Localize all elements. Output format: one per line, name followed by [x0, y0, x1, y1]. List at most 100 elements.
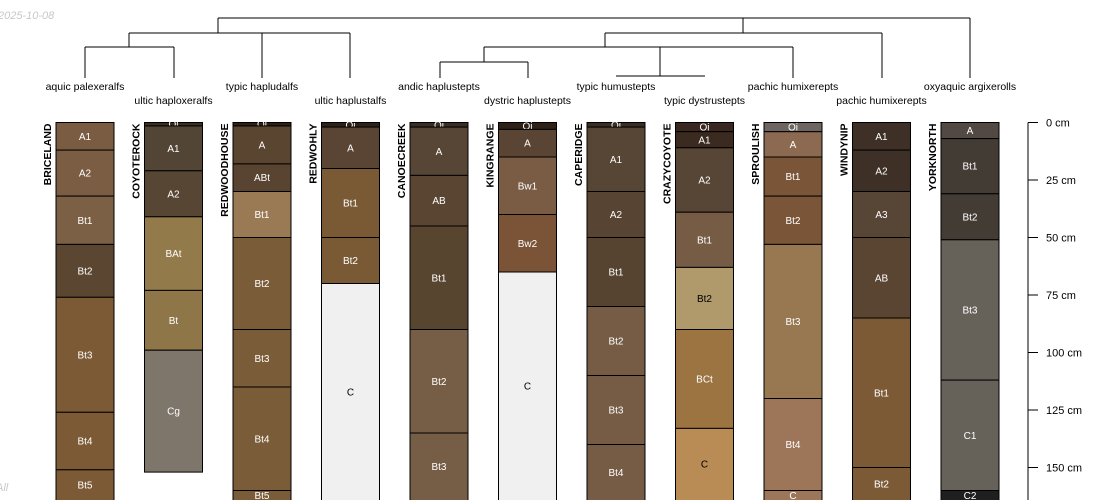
horizon-block [675, 329, 734, 429]
horizon-label: Bt1 [343, 199, 358, 210]
date-label: 2025-10-08 [0, 10, 55, 22]
horizon-block [232, 329, 292, 388]
horizon-label: Bt3 [77, 350, 92, 361]
horizon-label: Bt1 [608, 268, 623, 279]
horizon-label: Bt1 [77, 216, 92, 227]
horizon-block [763, 243, 823, 399]
profile-name: REDWOHLY [308, 124, 320, 184]
horizon-block [409, 174, 469, 227]
horizon-label: ABt [254, 173, 270, 184]
profile-column: dystric haplustepts Oi A Bw1 Bw2 C KINGRANGE [484, 95, 571, 500]
horizon-block [232, 191, 292, 238]
horizon-label: C [789, 491, 796, 500]
horizon-label: Bt2 [697, 294, 712, 305]
horizon-block [763, 490, 823, 500]
horizon-block [55, 122, 115, 151]
horizon-label: C [524, 382, 531, 393]
horizon-label: Bt4 [254, 434, 269, 445]
horizon-block [144, 170, 203, 218]
taxon-label: ultic haploxeralfs [134, 95, 212, 107]
horizon-label: Bt3 [431, 462, 446, 473]
horizon-block [409, 225, 469, 330]
horizon-label: BAt [165, 249, 181, 260]
horizon-label: Bt1 [785, 172, 800, 183]
horizon-label: Bt3 [608, 406, 623, 417]
taxon-label: pachic humixerepts [748, 81, 838, 93]
horizon-block [55, 296, 115, 413]
taxon-label: oxyaquic argixerolls [924, 81, 1016, 93]
horizon-label: A [436, 147, 443, 158]
taxon-label: typic humustepts [577, 81, 656, 93]
horizon-block [144, 289, 203, 351]
depth-tick-label: 50 cm [1046, 233, 1076, 245]
horizon-block [675, 147, 734, 213]
horizon-label: Bw2 [518, 239, 538, 250]
taxon-label: pachic humixerepts [836, 95, 926, 107]
horizon-label: Bt [169, 316, 179, 327]
profile-name: YORKNORTH [927, 124, 939, 192]
horizon-block [852, 467, 911, 500]
taxon-label: andic haplustepts [398, 81, 480, 93]
horizon-block [321, 168, 380, 238]
horizon-block [940, 193, 1000, 241]
depth-tick-label: 125 cm [1046, 405, 1082, 417]
horizon-block [144, 216, 203, 291]
depth-tick-label: 0 cm [1046, 118, 1070, 130]
horizon-block [144, 349, 203, 473]
horizon-label: Bt3 [962, 305, 977, 316]
taxon-label: ultic haplustalfs [315, 95, 387, 107]
profile-name: REDWOODHOUSE [219, 124, 231, 217]
horizon-block [321, 283, 380, 500]
horizon-label: AB [432, 196, 446, 207]
horizon-label: Bt2 [874, 479, 889, 490]
horizon-block [498, 271, 557, 500]
horizon-label: Bt4 [785, 440, 800, 451]
horizon-block [940, 379, 1000, 492]
horizon-block [940, 490, 1000, 500]
horizon-label: A1 [79, 132, 92, 143]
horizon-label: C [701, 460, 708, 471]
horizon-label: Bt3 [254, 354, 269, 365]
horizon-label: A1 [167, 144, 180, 155]
horizon-block [763, 131, 823, 158]
horizon-block [675, 266, 734, 330]
horizon-block [940, 138, 1000, 195]
depth-tick-label: 75 cm [1046, 290, 1076, 302]
horizon-label: Bt2 [77, 266, 92, 277]
horizon-block [55, 243, 115, 298]
horizon-label: Bt1 [874, 388, 889, 399]
taxon-label: aquic palexeralfs [46, 81, 125, 93]
depth-axis: 0 cm 25 cm 50 cm 75 cm 100 cm 125 cm 150 cm [1027, 118, 1082, 500]
horizon-block [55, 195, 115, 245]
taxon-label: typic hapludalfs [226, 81, 298, 93]
horizon-block [763, 156, 823, 197]
horizon-block [586, 126, 646, 192]
horizon-label: C2 [964, 491, 977, 500]
horizon-label: Bt4 [608, 468, 623, 479]
horizon-block [940, 239, 1000, 381]
horizon-block [321, 126, 380, 169]
horizon-label: Bt1 [697, 235, 712, 246]
horizon-label: Oi [523, 121, 533, 132]
taxon-label: dystric haplustepts [484, 95, 571, 107]
horizon-label: Bw1 [518, 181, 538, 192]
horizon-block [763, 195, 823, 245]
horizon-label: Bt5 [77, 480, 92, 491]
profile-column: pachic humixerepts Oi A Bt1 Bt2 Bt3 Bt4 C SPROUL… [748, 81, 838, 500]
profiles: aquic palexeralfs A1 A2 Bt1 Bt2 Bt3 Bt4 Bt5 BRIC… [42, 81, 1016, 500]
profile-column: aquic palexeralfs A1 A2 Bt1 Bt2 Bt3 Bt4 Bt5 BRIC… [42, 81, 124, 500]
horizon-label: Bt2 [608, 337, 623, 348]
horizon-label: Bt1 [962, 162, 977, 173]
profile-column: typic hapludalfs Oi A ABt Bt1 Bt2 Bt3 Bt4 Bt5 RED… [219, 81, 298, 500]
horizon-label: Oi [346, 120, 356, 131]
horizon-label: A1 [610, 155, 623, 166]
profile-column: typic humustepts Oi A1 A2 Bt1 Bt2 Bt3 Bt4 CAPERI… [573, 81, 655, 500]
horizon-block [55, 149, 115, 197]
horizon-block [586, 444, 646, 500]
profile-column: ultic haplustalfs Oi A Bt1 Bt2 C REDWOHLY [308, 95, 387, 500]
horizon-block [852, 191, 911, 238]
horizon-block [409, 329, 469, 434]
profile-column: andic haplustepts Oi A AB Bt1 Bt2 Bt3 CANOECREE… [396, 81, 480, 500]
profile-name: SPROULISH [750, 124, 762, 185]
